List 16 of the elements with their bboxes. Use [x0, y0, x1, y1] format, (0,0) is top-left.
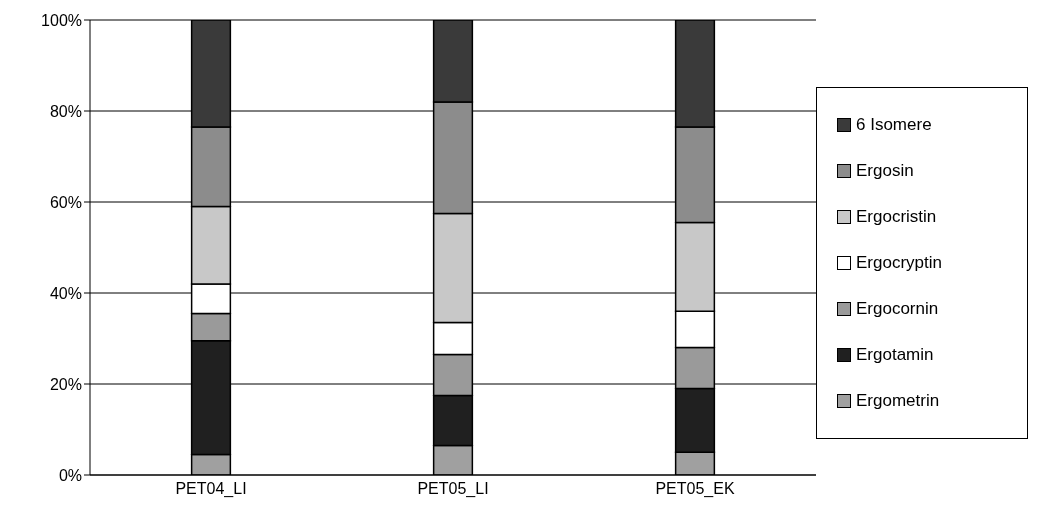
y-tick-label: 80%: [49, 102, 82, 120]
y-tick-label: 0%: [58, 466, 82, 484]
x-tick-label: PET04_LI: [175, 480, 247, 499]
legend-label: Ergocryptin: [856, 252, 942, 273]
y-tick-label: 60%: [49, 193, 82, 211]
legend-label: Ergocristin: [856, 206, 937, 227]
legend-label: Ergocornin: [856, 298, 939, 319]
y-tick-label: 100%: [41, 11, 82, 29]
y-tick-label: 20%: [49, 375, 82, 393]
legend-label: 6 Isomere: [856, 114, 932, 135]
legend-label: Ergometrin: [856, 390, 940, 411]
legend-label: Ergosin: [856, 160, 914, 181]
x-tick-label: PET05_EK: [655, 480, 735, 499]
y-tick-label: 40%: [49, 284, 82, 302]
legend-label: Ergotamin: [856, 344, 934, 365]
x-tick-label: PET05_LI: [417, 480, 489, 499]
